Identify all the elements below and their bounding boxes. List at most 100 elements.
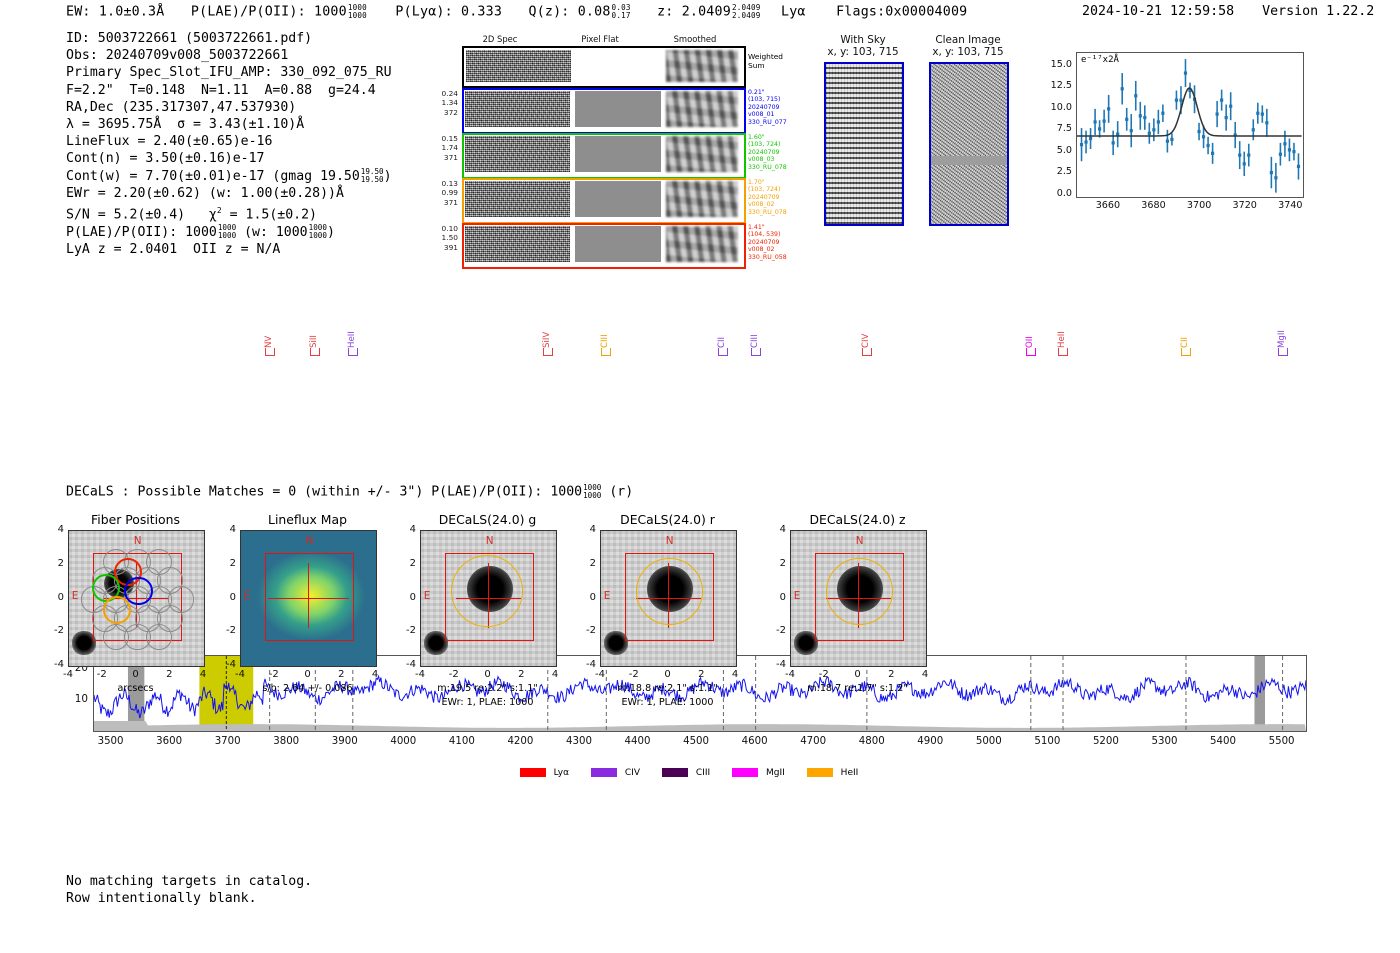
emission-line-label: OII [1024, 336, 1035, 348]
emission-line-bracket [601, 348, 612, 356]
decals-x-tick: 2 [698, 669, 705, 680]
decals-y-tick: -2 [586, 625, 596, 637]
decals-y-tick: -2 [776, 625, 786, 637]
decals-y-tick: 0 [589, 591, 596, 603]
line-fit-y-tick: 15.0 [1050, 58, 1072, 70]
right-label: v008_03 [748, 156, 775, 164]
decals-x-tick: 2 [888, 669, 895, 680]
cutout-clean-subtitle: x, y: 103, 715 [932, 46, 1004, 58]
header-datetime: 2024-10-21 12:59:58 [1082, 4, 1235, 19]
decals-x-tick: -4 [415, 669, 425, 680]
decals-panel-title: DECaLS(24.0) g [438, 512, 537, 527]
spec2d-row-left-labels: 0.24 1.34 372 [418, 89, 458, 117]
weighted-sum-smoothed-image [666, 50, 738, 82]
row-smoothed-image [666, 181, 738, 217]
spectrum-x-tick: 5400 [1210, 736, 1236, 747]
emission-line-bracket [310, 348, 321, 356]
decals-panel-caption: s/b: 2.64 +/- 0.086 [262, 683, 353, 694]
emission-line-bracket [542, 348, 553, 356]
header-redshift: z: 2.0409 [657, 4, 731, 20]
decals-y-tick: 2 [589, 557, 596, 569]
emission-line-label: SiIV [541, 331, 552, 348]
decals-y-tick: 4 [409, 524, 416, 535]
corner-blob [71, 630, 96, 656]
right-label: 330_RU_078 [748, 163, 787, 171]
line-fit-x-tick: 3700 [1186, 200, 1212, 211]
decals-header-fraction: 1000 1000 [583, 483, 602, 500]
right-label: 330_RU_077 [748, 118, 787, 126]
line-fit-y-tick: 10.0 [1050, 101, 1072, 113]
right-label: (104, 539) [748, 231, 781, 239]
legend-swatch [519, 768, 546, 777]
decals-x-tick: -2 [96, 669, 107, 680]
spec2d-row-right-labels: 1.41" (104, 539) 20240709 v008_02 330_RU_058 [748, 224, 808, 261]
emission-line-label: SiII [309, 335, 320, 348]
decals-header-band: (r) [609, 484, 634, 500]
fiber-circle-highlight-orange [102, 595, 132, 625]
spectrum-x-tick: 3700 [214, 736, 241, 747]
cutout-with-sky-subtitle: x, y: 103, 715 [827, 46, 899, 58]
decals-y-tick: 4 [779, 524, 786, 535]
legend-swatch [591, 768, 618, 777]
legend-label: CIV [624, 768, 640, 778]
legend-item: MgII [732, 768, 785, 778]
line-fit-plot: e⁻¹⁷x2Å 0.0 2.5 5.0 7.5 10.0 12.5 15.0 3660 3680… [1036, 48, 1304, 226]
spec2d-row-left-labels: 0.10 1.50 391 [418, 224, 458, 252]
spec2d-row-right-labels: 1.70" (103, 724) 20240709 v008_02 330_RU_078 [748, 179, 808, 216]
spectrum-x-tick: 4400 [624, 736, 651, 747]
row-2dspec-image [465, 136, 570, 172]
spec2d-title-2dspec: 2D Spec [482, 34, 518, 44]
fov-box [625, 552, 714, 641]
spec2d-title-pixelflat: Pixel Flat [581, 34, 619, 44]
decals-y-tick: 2 [229, 557, 236, 569]
spectrum-x-tick: 5000 [975, 736, 1002, 747]
compass-east: E [603, 590, 611, 603]
decals-y-tick: -4 [776, 659, 786, 670]
compass-north: N [133, 535, 142, 548]
fov-box [815, 552, 904, 641]
emission-line-label: NV [263, 335, 274, 348]
decals-panel-caption: EWr: 1, PLAE: 1000 [441, 697, 534, 708]
row-pixelflat-image [575, 226, 661, 262]
decals-panel-caption: EWr: 1, PLAE: 1000 [621, 697, 714, 708]
decals-panel-title: Fiber Positions [91, 512, 180, 527]
decals-x-tick: 0 [484, 669, 491, 680]
header-summary-line: EW: 1.0±0.3Å P(LAE)/P(OII): 1000 1000 1000… [66, 4, 967, 20]
legend-label: MgII [766, 768, 785, 778]
spectrum-x-tick: 3500 [97, 736, 124, 747]
corner-blob [423, 630, 448, 656]
full-spectrum-panel: NV SiII HeII SiIV CIII CII CIII CIV OII HeII CII Mg… [0, 310, 1400, 778]
emission-line-bracket [750, 348, 761, 356]
header-plae-value: 1000 [314, 4, 347, 20]
decals-y-tick: 0 [779, 591, 786, 603]
legend-swatch [732, 768, 759, 777]
row-2dspec-image [465, 226, 570, 262]
cutout-with-sky-image [824, 62, 904, 226]
cutout-clean-title: Clean Image [935, 34, 1001, 46]
decals-x-tick: 0 [132, 669, 139, 680]
spectrum-svg [94, 656, 1306, 731]
decals-x-tick: -2 [818, 669, 829, 680]
right-label: 20240709 [748, 148, 780, 156]
decals-header-plae: 1000 [550, 484, 583, 500]
decals-y-tick: 0 [57, 591, 64, 603]
emission-line-bracket [718, 348, 729, 356]
legend-swatch [806, 768, 833, 777]
decals-x-tick: 4 [371, 669, 379, 680]
row-pixelflat-image [575, 91, 661, 127]
info-radec: RA,Dec (235.317307,47.537930) [66, 99, 297, 115]
left-label: 0.24 [441, 89, 458, 98]
spec2d-row [462, 223, 746, 269]
header-line-id: Lyα [781, 4, 806, 20]
decals-x-tick: 0 [664, 669, 671, 680]
corner-blob [793, 630, 818, 656]
left-label: 0.99 [441, 188, 458, 198]
spectrum-x-tick: 4600 [741, 736, 768, 747]
spectrum-x-tick: 4800 [858, 736, 885, 747]
legend-label: HeII [840, 768, 859, 778]
